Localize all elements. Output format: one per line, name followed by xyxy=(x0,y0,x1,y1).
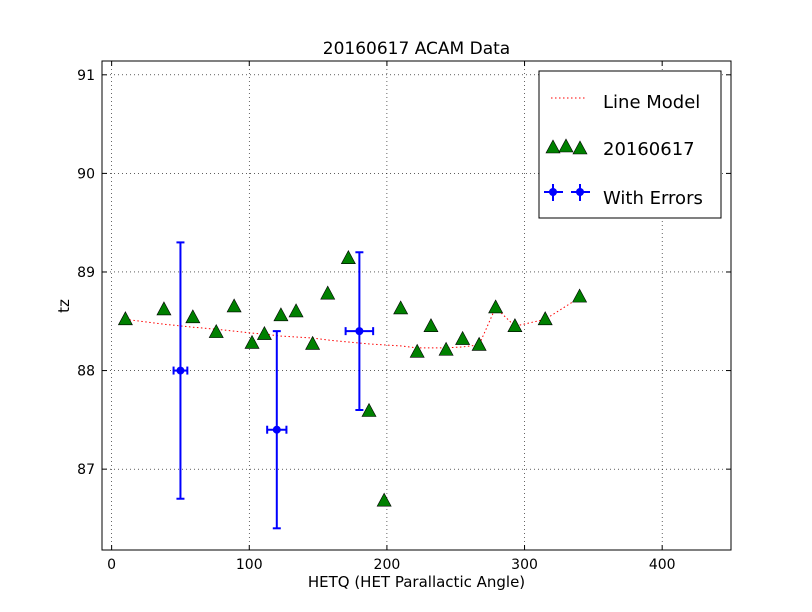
triangle-data-point xyxy=(376,492,392,507)
y-tick-label: 89 xyxy=(77,265,95,281)
legend-label-line-model: Line Model xyxy=(603,92,700,113)
legend-triangle-marker-1 xyxy=(545,139,561,154)
triangle-data-point xyxy=(256,325,272,340)
triangle-data-point xyxy=(361,402,377,417)
x-tick-label: 400 xyxy=(649,557,676,573)
triangle-data-point xyxy=(208,323,224,338)
triangle-data-point xyxy=(156,301,172,316)
triangle-data-point xyxy=(507,318,523,333)
triangle-data-point xyxy=(288,303,304,318)
legend: Line Model 20160617 With Errors xyxy=(538,70,722,219)
legend-label-20160617: 20160617 xyxy=(603,139,695,160)
errorbar-data-point xyxy=(176,366,185,375)
x-tick-label: 0 xyxy=(107,557,116,573)
plot-frame xyxy=(101,60,732,551)
y-tick-label: 90 xyxy=(77,166,95,182)
x-tick-label: 200 xyxy=(374,557,401,573)
triangle-data-point xyxy=(244,334,260,349)
triangle-data-point xyxy=(117,311,133,326)
triangle-data-point xyxy=(537,311,553,326)
triangle-data-point xyxy=(455,330,471,345)
legend-triangle-marker-3 xyxy=(572,140,588,155)
x-tick-label: 300 xyxy=(511,557,538,573)
triangle-data-point xyxy=(438,341,454,356)
y-axis-title: tz xyxy=(55,299,73,313)
x-axis-title: HETQ (HET Parallactic Angle) xyxy=(308,573,525,591)
y-tick-label: 88 xyxy=(77,364,95,380)
data-layer xyxy=(117,241,588,530)
legend-errorbar-dot-1 xyxy=(549,188,557,196)
legend-label-with-errors: With Errors xyxy=(603,188,703,209)
errorbar-data-point xyxy=(272,425,281,434)
triangle-data-point xyxy=(305,335,321,350)
legend-errorbar-dot-2 xyxy=(576,188,584,196)
y-tick-label: 87 xyxy=(77,462,95,478)
triangle-data-point xyxy=(488,299,504,314)
errorbar-data-point xyxy=(355,327,364,336)
legend-entry-line-model: Line Model xyxy=(551,92,700,113)
grid-layer xyxy=(102,61,731,550)
chart-title: 20160617 ACAM Data xyxy=(323,39,510,59)
legend-box xyxy=(538,70,722,219)
triangle-data-point xyxy=(273,307,289,322)
triangle-data-point xyxy=(185,309,201,324)
legend-entry-with-errors: With Errors xyxy=(544,184,703,209)
triangle-data-point xyxy=(320,285,336,300)
triangle-data-point xyxy=(393,300,409,315)
triangle-data-point xyxy=(226,298,242,313)
triangle-data-point xyxy=(471,336,487,351)
legend-entry-20160617: 20160617 xyxy=(545,138,695,160)
legend-triangle-marker-2 xyxy=(558,138,574,153)
triangle-data-point xyxy=(572,288,588,303)
triangle-data-point xyxy=(340,250,356,264)
tick-layer: 0 100 200 300 400 87 88 89 90 91 xyxy=(77,61,731,573)
y-tick-label: 91 xyxy=(77,68,95,84)
x-tick-label: 100 xyxy=(236,557,263,573)
triangle-data-point xyxy=(423,318,439,333)
triangle-data-point xyxy=(409,343,425,358)
